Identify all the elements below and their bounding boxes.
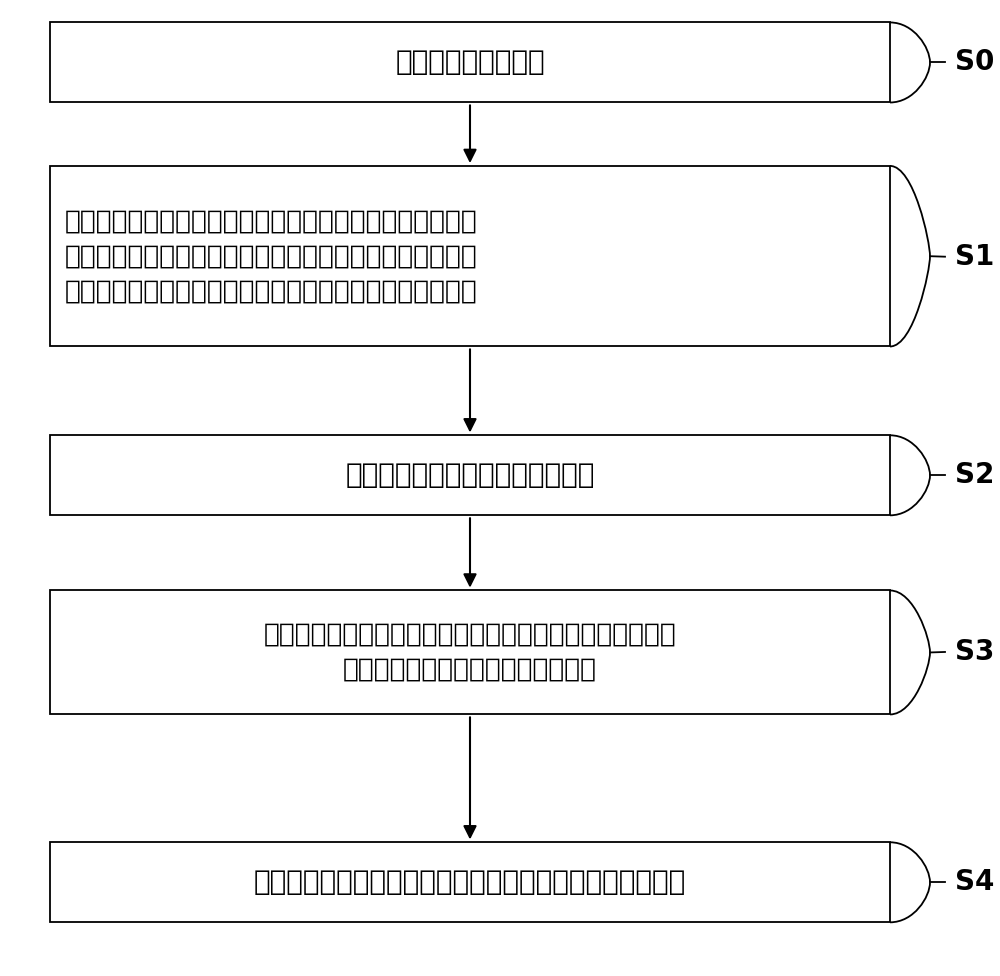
Text: S0: S0 [955,49,994,76]
FancyBboxPatch shape [50,22,890,102]
Text: S1: S1 [955,243,994,270]
FancyBboxPatch shape [50,590,890,714]
Text: 称出玉米果穗的重量: 称出玉米果穗的重量 [395,49,545,76]
Text: S4: S4 [955,869,994,896]
Text: S2: S2 [955,462,994,489]
Text: S3: S3 [955,638,994,666]
FancyBboxPatch shape [50,435,890,515]
Text: 将玉米果穗脱粒，得到穗轴和穗粒: 将玉米果穗脱粒，得到穗轴和穗粒 [345,462,595,489]
FancyBboxPatch shape [50,842,890,922]
Text: 根据穗粒的总重量和穗粒的总粒数计算出平均粒重及百粒重: 根据穗粒的总重量和穗粒的总粒数计算出平均粒重及百粒重 [254,869,686,896]
Text: 获取以玉米果穗的穗轴为中心轴的周视图，应用图像处理算
法对周视图进行图像处理，得到玉米果穗的形态指标、穗粒
行数和行粒数，根据穗粒行数和行粒数计算出穗粒的总粒数: 获取以玉米果穗的穗轴为中心轴的周视图，应用图像处理算 法对周视图进行图像处理，得… [65,208,478,305]
Text: 称出穗粒的总重量或称出穗轴的重量，再根据玉米果穗的重
量和穗轴的重量计算出穗粒的总重量: 称出穗粒的总重量或称出穗轴的重量，再根据玉米果穗的重 量和穗轴的重量计算出穗粒的… [264,622,676,683]
FancyBboxPatch shape [50,166,890,346]
